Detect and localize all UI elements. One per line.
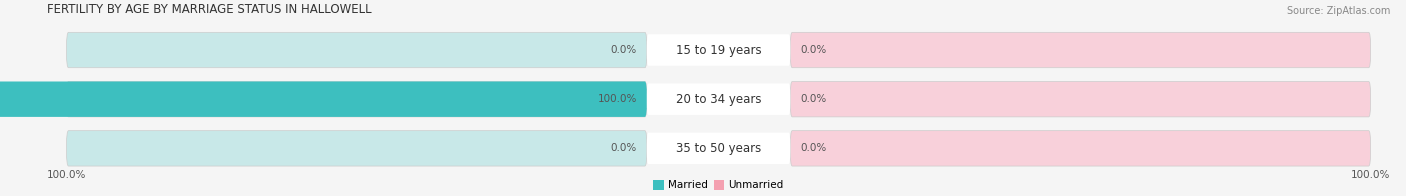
Text: 0.0%: 0.0% xyxy=(800,45,827,55)
Text: 0.0%: 0.0% xyxy=(800,143,827,153)
Text: 0.0%: 0.0% xyxy=(800,94,827,104)
FancyBboxPatch shape xyxy=(790,82,1371,117)
Legend: Married, Unmarried: Married, Unmarried xyxy=(650,176,787,195)
Text: Source: ZipAtlas.com: Source: ZipAtlas.com xyxy=(1286,6,1391,16)
FancyBboxPatch shape xyxy=(647,34,790,66)
FancyBboxPatch shape xyxy=(790,32,1371,68)
FancyBboxPatch shape xyxy=(66,32,647,68)
Text: 35 to 50 years: 35 to 50 years xyxy=(676,142,761,155)
FancyBboxPatch shape xyxy=(647,133,790,164)
Text: 100.0%: 100.0% xyxy=(598,94,637,104)
Text: 0.0%: 0.0% xyxy=(610,45,637,55)
Text: 100.0%: 100.0% xyxy=(1351,170,1391,180)
FancyBboxPatch shape xyxy=(647,83,790,115)
FancyBboxPatch shape xyxy=(790,131,1371,166)
Text: 20 to 34 years: 20 to 34 years xyxy=(676,93,761,106)
FancyBboxPatch shape xyxy=(66,82,647,117)
FancyBboxPatch shape xyxy=(0,82,647,117)
Text: 15 to 19 years: 15 to 19 years xyxy=(676,44,762,56)
Text: 100.0%: 100.0% xyxy=(46,170,86,180)
Text: 0.0%: 0.0% xyxy=(610,143,637,153)
FancyBboxPatch shape xyxy=(66,131,647,166)
Text: FERTILITY BY AGE BY MARRIAGE STATUS IN HALLOWELL: FERTILITY BY AGE BY MARRIAGE STATUS IN H… xyxy=(46,3,371,16)
